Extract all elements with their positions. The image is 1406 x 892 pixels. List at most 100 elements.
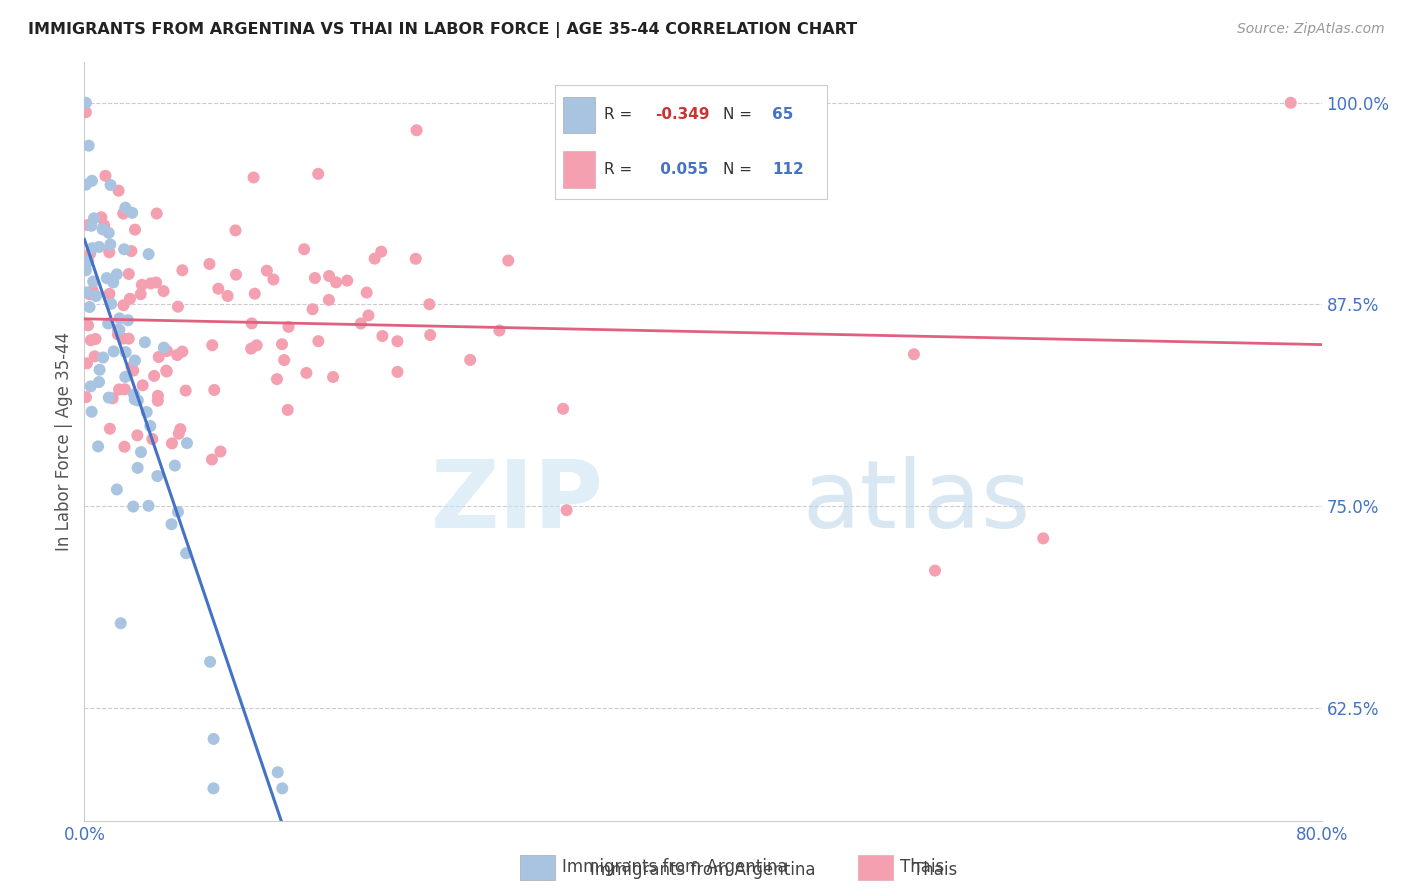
Point [166,348,188,362]
Point [96,271,118,285]
Point [318,293,340,307]
Text: Source: ZipAtlas.com: Source: ZipAtlas.com [1237,22,1385,37]
Point [167,300,190,314]
Point [91,222,114,236]
Point [118,267,141,281]
Point [82,275,104,289]
Point [87,439,110,453]
Point [242,170,264,185]
Point [121,206,143,220]
Point [112,242,135,256]
Text: ZIP: ZIP [432,456,605,549]
Point [387,334,409,349]
Point [172,344,194,359]
Point [350,317,373,331]
Point [103,276,125,290]
Point [114,382,136,396]
Point [98,286,121,301]
Point [325,276,347,290]
Point [148,350,170,364]
Point [75,285,97,300]
Point [114,201,136,215]
Point [107,184,129,198]
Point [127,428,149,442]
Point [118,332,141,346]
Point [100,178,122,192]
Point [79,300,101,314]
Point [903,347,925,361]
Point [108,323,131,337]
Text: Immigrants from Argentina: Immigrants from Argentina [562,858,787,877]
Text: atlas: atlas [801,456,1031,549]
Point [176,436,198,450]
Point [322,370,344,384]
Point [122,387,145,401]
Point [202,383,225,397]
Point [114,370,136,384]
Point [146,469,169,483]
Point [77,254,100,268]
Point [160,436,183,450]
Point [107,323,129,337]
Point [209,444,232,458]
Point [101,392,124,406]
Point [1032,532,1054,546]
Point [217,289,239,303]
Point [138,499,160,513]
Point [75,95,97,110]
Point [146,389,169,403]
Point [143,368,166,383]
Point [145,276,167,290]
Point [97,391,120,405]
Point [202,731,225,746]
Point [105,483,128,497]
Point [262,272,284,286]
Point [79,379,101,393]
Point [80,405,103,419]
Point [198,257,221,271]
Point [304,271,326,285]
Point [292,242,315,256]
Point [243,286,266,301]
Point [131,277,153,292]
Point [76,218,98,232]
Point [77,138,100,153]
Text: Thais: Thais [912,861,957,879]
Point [83,211,105,226]
Point [98,245,121,260]
Point [82,241,104,255]
Point [356,285,378,300]
Point [112,298,135,312]
Point [295,366,318,380]
Point [924,564,946,578]
Point [169,422,191,436]
Point [202,781,225,796]
Point [152,284,174,298]
Point [773,182,796,196]
Point [139,419,162,434]
Point [198,655,221,669]
Point [201,338,224,352]
Point [271,781,294,796]
Point [134,335,156,350]
Point [246,338,269,352]
Point [75,390,97,404]
Point [363,252,385,266]
Point [82,284,104,298]
Point [89,363,111,377]
Point [271,337,294,351]
Point [98,237,121,252]
Text: IMMIGRANTS FROM ARGENTINA VS THAI IN LABOR FORCE | AGE 35-44 CORRELATION CHART: IMMIGRANTS FROM ARGENTINA VS THAI IN LAB… [28,22,858,38]
Point [108,311,131,326]
Point [120,244,142,258]
Point [97,317,120,331]
Point [277,403,299,417]
Point [240,317,263,331]
Point [87,240,110,254]
Point [139,277,162,291]
Point [146,393,169,408]
Point [124,353,146,368]
Point [77,318,100,333]
Point [124,222,146,236]
Point [357,309,380,323]
